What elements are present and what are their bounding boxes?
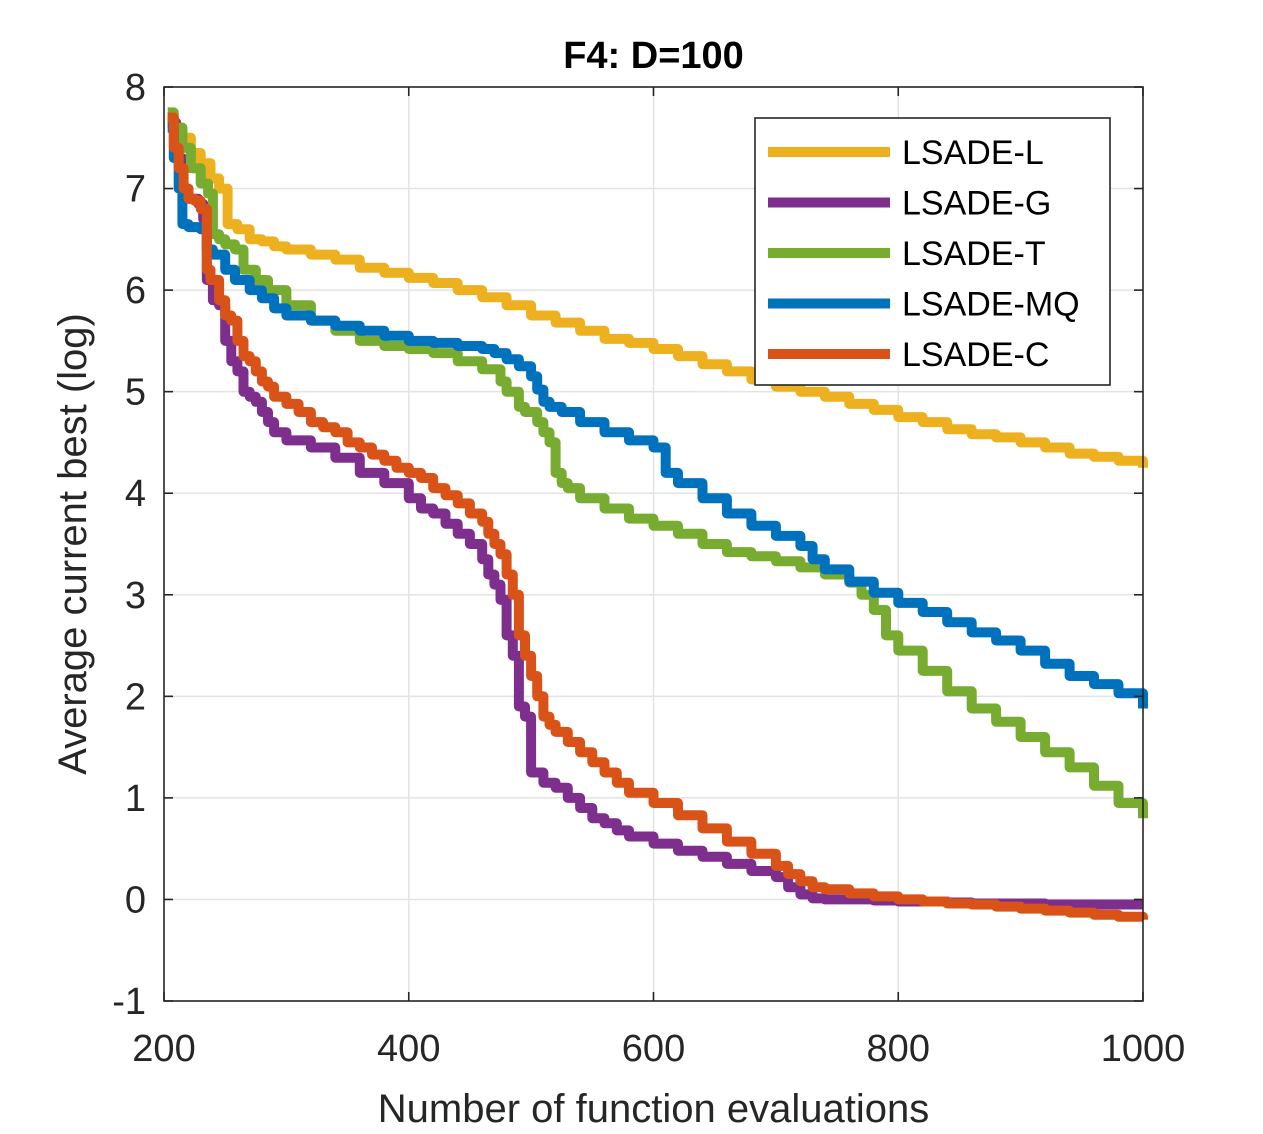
x-tick-label-0: 200 [132,1028,195,1070]
y-tick-label-5: 4 [125,473,146,515]
series-layer [167,107,1148,922]
axis-ticks [163,86,1144,1002]
legend-label-lsade-t: LSADE-T [902,235,1046,273]
y-tick-label-7: 6 [125,270,146,312]
y-tick-label-6: 5 [125,372,146,414]
y-tick-label-1: 0 [125,879,146,921]
y-tick-label-9: 8 [125,67,146,109]
y-tick-label-3: 2 [125,676,146,718]
y-tick-label-8: 7 [125,169,146,211]
y-tick-label-0: -1 [112,981,146,1023]
legend-label-lsade-c: LSADE-C [902,336,1049,374]
legend-label-lsade-g: LSADE-G [902,185,1051,223]
series-line-lsade-t [167,107,1148,819]
x-tick-label-2: 600 [622,1028,685,1070]
legend: LSADE-L LSADE-G LSADE-T LSADE-MQ LSADE-C [754,117,1111,386]
x-tick-labels: 200 400 600 800 1000 [132,1028,1185,1070]
y-tick-labels: -1 0 1 2 3 4 5 6 7 8 [112,67,146,1023]
series-line-lsade-mq [167,122,1148,709]
x-tick-label-4: 1000 [1101,1028,1186,1070]
y-tick-label-4: 3 [125,575,146,617]
x-tick-label-1: 400 [377,1028,440,1070]
series-line-lsade-g [167,117,1143,910]
y-axis-label: Average current best (log) [51,313,95,775]
legend-label-lsade-l: LSADE-L [902,134,1044,172]
series-line-lsade-l [167,112,1148,468]
x-axis-label: Number of function evaluations [378,1087,929,1131]
legend-label-lsade-mq: LSADE-MQ [902,286,1080,324]
series-line-lsade-c [167,112,1148,922]
y-tick-label-2: 1 [125,778,146,820]
chart-title: F4: D=100 [563,35,744,77]
x-tick-label-3: 800 [867,1028,930,1070]
